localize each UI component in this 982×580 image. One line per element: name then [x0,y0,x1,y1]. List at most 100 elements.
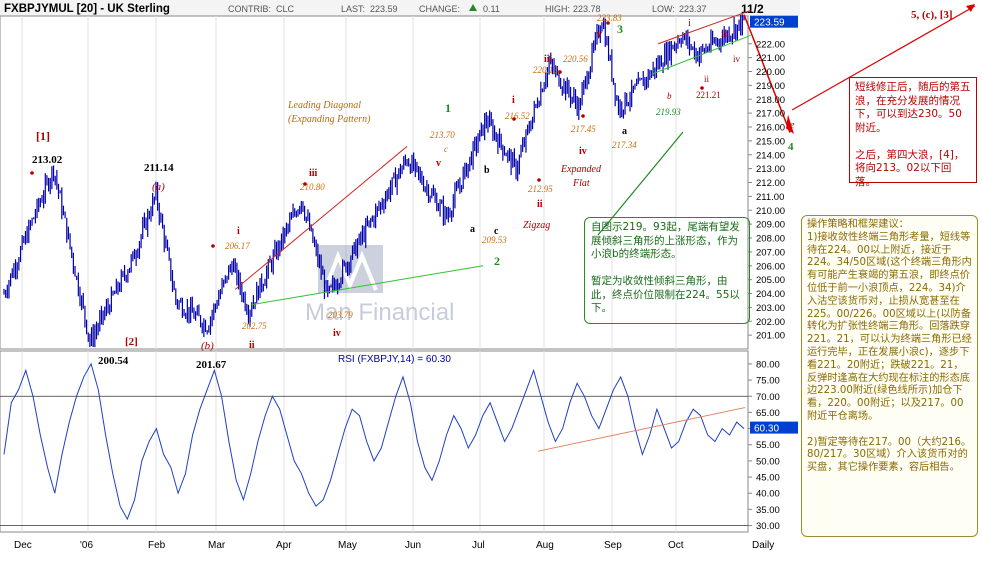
price-label: 223.83 [597,13,622,23]
pivot-dot [512,117,516,121]
price-ytick-label: 210.00 [756,206,785,217]
price-ytick-label: 205.00 [756,275,785,286]
projection-line-up [791,5,976,111]
high-value: 223.78 [573,4,601,14]
wave-label: [2] [125,336,138,348]
price-label: 217.45 [571,124,596,134]
rsi-ytick-label: 50.00 [756,456,780,467]
price-ytick-label: 218.00 [756,95,785,106]
diagonal-upper-line [234,146,408,290]
rsi-ytick-label: 80.00 [756,359,780,370]
contrib-label: CONTRIB: [228,4,271,14]
wave-label: a [470,224,475,235]
month-tick-label: Aug [536,540,554,551]
wave-label: [1] [36,129,50,143]
month-tick-label: Oct [668,540,684,551]
rsi-ytick-label: 30.00 [756,521,780,532]
note-strategy: 操作策略和框架建议： 1)接收敛性终端三角形考量，短线等待在224。00以上附近… [801,215,978,537]
wave-label: 1 [445,101,451,115]
wave-label: iii [721,29,729,39]
wave-label: b [484,165,490,176]
rsi-current-label: 60.30 [754,424,779,435]
x-axis: Dec '06 Feb Mar Apr May Jun Jul Aug Sep Oct Daily [14,540,774,551]
triangle-lower-line [651,34,751,75]
rsi-ytick-label: 75.00 [756,376,780,387]
rsi-trend-line [537,407,746,452]
projection-line-down [743,14,791,133]
price-label: 200.54 [98,355,129,367]
note-projection: 短线修正后，随后的第五浪，在充分发展的情况下，可以到达230。50附近。 之后，… [849,77,977,188]
low-value: 223.37 [679,4,707,14]
price-ytick-label: 209.00 [756,220,785,231]
price-label: 221.21 [696,90,721,100]
price-ytick-label: 207.00 [756,247,785,258]
last-label: LAST: [341,4,365,14]
wave-label: b [667,91,672,101]
grid [0,16,748,532]
price-label: 220.13 [533,65,558,75]
wave-label: iii [544,54,553,65]
pivot-dot [537,178,541,182]
rsi-layer [3,362,746,521]
pivot-dot [581,114,585,118]
change-value: 0.11 [483,4,500,14]
price-ytick-label: 219.00 [756,81,785,92]
rsi-ytick-label: 65.00 [756,408,780,419]
rsi-ytick-label: 40.00 [756,489,780,500]
price-label: 213.02 [32,154,63,166]
rsi-current-box [750,421,798,434]
wave-label: ii [249,340,255,351]
wave-label: i [688,18,691,29]
wave-label: iv [733,54,741,64]
wave-label: iv [333,328,341,339]
price-ytick-label: 211.00 [756,192,784,203]
month-tick-label: Dec [14,540,32,551]
pivot-dot [211,244,215,248]
projection-arrowhead-down [786,114,794,134]
pattern-annotation: (Expanding Pattern) [288,114,371,125]
symbol-title: FXBPJYMUL [20] - UK Sterling [4,3,170,15]
month-tick-label: Mar [208,540,226,551]
header-bar [0,0,800,16]
change-up-icon [469,4,477,11]
price-ytick-label: 208.00 [756,234,785,245]
wave-label: a [622,126,627,137]
rsi-title: RSI (FXBPJY,14) = 60.30 [338,354,451,365]
wave-label: 5, (c), [3] [911,9,953,21]
wave-label: i [237,226,240,237]
high-label: HIGH: [545,4,570,14]
wave-label: ii [704,74,710,84]
label-layer: [1] 213.02 [2] 200.54 (a) 211.14 (b) 201.67 i 206… [30,9,953,371]
price-label: 212.95 [528,184,553,194]
wave-label: (a) [152,181,165,193]
month-tick-label: '06 [80,540,93,551]
price-label: 206.17 [225,241,250,251]
low-label: LOW: [652,4,675,14]
projection-arrowhead-up [966,4,975,12]
change-label: CHANGE: [419,4,460,14]
wave-label: i [512,95,515,106]
watermark-text: Man Financial [305,299,454,326]
rsi-ytick-label: 35.00 [756,505,780,516]
wave-label: (b) [201,340,214,352]
rsi-panel-frame [0,350,749,533]
last-value: 223.59 [370,4,398,14]
month-tick-label: Jul [472,540,485,551]
price-label: 211.14 [144,162,174,174]
rsi-ytick-label: 70.00 [756,392,780,403]
trend-layer [234,9,794,306]
price-ytick-label: 216.00 [756,123,785,134]
wave-label: v [436,158,441,169]
month-tick-label: May [338,540,357,551]
wave-label: ii [537,199,543,210]
pattern-annotation: Expanded [560,164,602,175]
price-ytick-label: 222.00 [756,39,785,50]
watermark-logo: Man Financial [305,245,454,326]
month-tick-label: Sep [604,540,622,551]
price-ytick-label: 217.00 [756,109,785,120]
rsi-series-line [3,362,745,521]
price-label: 203.79 [328,310,353,320]
price-label: 210.80 [300,182,325,192]
price-label: 216.52 [505,111,530,121]
month-tick-label: Jun [405,540,421,551]
